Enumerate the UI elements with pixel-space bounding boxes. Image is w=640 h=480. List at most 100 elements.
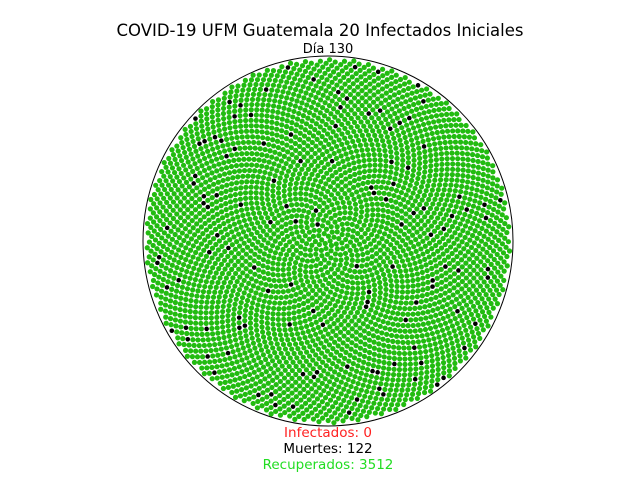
recovered-person-point xyxy=(364,207,370,213)
recovered-person-point xyxy=(260,287,266,293)
recovered-person-point xyxy=(332,196,338,202)
recovered-person-point xyxy=(336,372,342,378)
recovered-person-point xyxy=(447,306,453,312)
recovered-person-point xyxy=(477,283,483,289)
recovered-person-point xyxy=(203,348,209,354)
recovered-person-point xyxy=(437,182,443,188)
recovered-person-point xyxy=(502,235,508,241)
recovered-person-point xyxy=(353,211,359,217)
recovered-person-point xyxy=(221,95,227,101)
recovered-person-point xyxy=(447,267,453,273)
recovered-person-point xyxy=(317,58,323,64)
recovered-person-point xyxy=(181,149,188,156)
recovered-person-point xyxy=(412,328,418,334)
recovered-person-point xyxy=(288,225,294,231)
recovered-person-point xyxy=(194,165,200,172)
recovered-person-point xyxy=(388,186,395,192)
recovered-person-point xyxy=(410,391,416,397)
recovered-person-point xyxy=(423,262,429,268)
recovered-person-point xyxy=(204,243,210,249)
recovered-person-point xyxy=(470,334,477,340)
recovered-person-point xyxy=(289,151,295,158)
recovered-person-point xyxy=(233,163,240,169)
recovered-person-point xyxy=(334,349,340,355)
recovered-person-point xyxy=(492,201,498,207)
recovered-person-point xyxy=(234,134,240,141)
recovered-person-point xyxy=(269,166,275,172)
recovered-person-point xyxy=(451,271,458,277)
recovered-person-point xyxy=(338,322,344,328)
recovered-person-point xyxy=(171,223,177,230)
recovered-person-point xyxy=(305,74,311,81)
recovered-person-point xyxy=(321,127,327,133)
recovered-person-point xyxy=(282,178,288,184)
recovered-person-point xyxy=(474,255,480,261)
dead-person-point xyxy=(405,165,411,170)
recovered-person-point xyxy=(453,333,459,339)
recovered-person-point xyxy=(363,84,369,90)
recovered-person-point xyxy=(241,156,247,162)
recovered-person-point xyxy=(393,145,399,151)
recovered-person-point xyxy=(254,327,260,333)
recovered-person-point xyxy=(434,192,440,198)
recovered-person-point xyxy=(500,226,506,232)
recovered-person-point xyxy=(223,201,229,207)
recovered-person-point xyxy=(348,99,354,105)
recovered-person-point xyxy=(425,218,431,224)
recovered-person-point xyxy=(183,179,190,185)
recovered-person-point xyxy=(420,179,426,185)
chart-title: COVID-19 UFM Guatemala 20 Infectados Ini… xyxy=(116,21,524,40)
recovered-person-point xyxy=(237,107,243,114)
recovered-person-point xyxy=(371,339,377,345)
recovered-person-point xyxy=(242,350,248,356)
recovered-person-point xyxy=(243,285,249,291)
recovered-person-point xyxy=(263,282,269,288)
recovered-person-point xyxy=(391,304,398,311)
recovered-person-point xyxy=(322,327,328,333)
recovered-person-point xyxy=(270,321,276,327)
recovered-person-point xyxy=(363,197,369,203)
recovered-person-point xyxy=(492,296,498,302)
dead-person-point xyxy=(242,323,248,328)
recovered-person-point xyxy=(328,224,334,230)
recovered-person-point xyxy=(194,293,200,299)
recovered-person-point xyxy=(238,128,244,135)
dead-person-point xyxy=(354,397,360,402)
recovered-person-point xyxy=(215,112,221,118)
recovered-person-point xyxy=(264,320,270,326)
recovered-person-point xyxy=(481,233,487,239)
recovered-person-point xyxy=(324,348,330,354)
recovered-person-point xyxy=(346,388,352,394)
recovered-person-point xyxy=(295,162,301,169)
recovered-person-point xyxy=(294,213,300,219)
recovered-person-point xyxy=(332,303,338,309)
recovered-person-point xyxy=(363,217,369,224)
recovered-person-point xyxy=(313,143,319,149)
recovered-person-point xyxy=(243,102,249,108)
recovered-person-point xyxy=(456,348,462,354)
recovered-person-point xyxy=(369,405,375,411)
recovered-person-point xyxy=(344,243,350,249)
recovered-person-point xyxy=(446,363,452,369)
recovered-person-point xyxy=(190,287,196,293)
recovered-person-point xyxy=(418,218,424,224)
recovered-person-point xyxy=(220,110,227,117)
recovered-person-point xyxy=(230,321,237,328)
recovered-person-point xyxy=(315,377,321,383)
recovered-person-point xyxy=(341,146,347,152)
recovered-person-point xyxy=(254,307,260,313)
recovered-person-point xyxy=(152,237,159,243)
recovered-person-point xyxy=(163,178,169,184)
recovered-person-point xyxy=(439,161,445,167)
dead-person-point xyxy=(300,371,306,377)
recovered-person-point xyxy=(252,168,258,174)
recovered-person-point xyxy=(243,128,250,134)
recovered-person-point xyxy=(365,361,372,367)
recovered-person-point xyxy=(388,149,394,155)
dead-person-point xyxy=(345,364,350,369)
recovered-person-point xyxy=(198,320,204,327)
recovered-person-point xyxy=(309,258,316,264)
recovered-person-point xyxy=(259,319,265,325)
recovered-person-point xyxy=(349,74,355,80)
recovered-person-point xyxy=(241,277,247,284)
